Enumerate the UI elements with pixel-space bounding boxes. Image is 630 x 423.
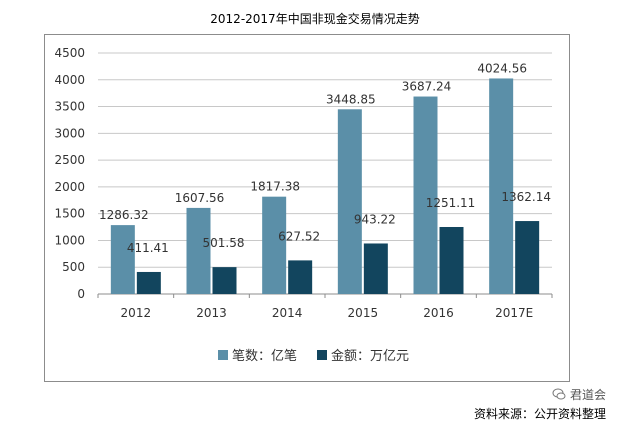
data-label-amount: 1362.14 — [501, 190, 551, 204]
bar-transactions — [413, 96, 438, 294]
data-label-transactions: 1607.56 — [175, 191, 225, 205]
x-tick-label: 2016 — [423, 306, 454, 320]
y-tick-label: 1000 — [54, 233, 85, 247]
legend-label: 金额：万亿元 — [331, 348, 409, 364]
data-label-amount: 411.41 — [127, 241, 169, 255]
y-tick-label: 1500 — [54, 207, 85, 221]
x-tick-label: 2014 — [272, 306, 303, 320]
y-tick-label: 4000 — [54, 73, 85, 87]
watermark-text: 君道会 — [570, 388, 607, 402]
data-label-transactions: 3687.24 — [402, 80, 452, 94]
legend-label: 笔数：亿笔 — [232, 348, 297, 364]
data-label-transactions: 4024.56 — [477, 61, 527, 75]
bar-amount — [363, 243, 388, 294]
data-label-amount: 501.58 — [203, 236, 245, 250]
bar-amount — [515, 221, 540, 294]
watermark: 君道会 — [552, 386, 606, 403]
bar-amount — [288, 260, 313, 294]
bar-transactions — [337, 109, 362, 294]
bar-transactions — [262, 196, 287, 294]
y-tick-label: 2000 — [54, 180, 85, 194]
chart-frame — [44, 34, 570, 382]
data-label-amount: 943.22 — [354, 212, 396, 226]
data-label-transactions: 1817.38 — [250, 180, 300, 194]
bar-transactions — [110, 225, 135, 294]
source-note: 资料来源：公开资料整理 — [474, 407, 607, 421]
x-tick-label: 2017E — [495, 306, 533, 320]
x-tick-label: 2015 — [348, 306, 379, 320]
legend-swatch — [317, 350, 327, 360]
data-label-transactions: 1286.32 — [99, 208, 149, 222]
y-tick-label: 3000 — [54, 126, 85, 140]
y-tick-label: 3500 — [54, 100, 85, 114]
x-tick-label: 2012 — [121, 306, 152, 320]
bar-amount — [136, 271, 161, 294]
y-tick-label: 4500 — [54, 46, 85, 60]
x-tick-label: 2013 — [196, 306, 227, 320]
y-tick-label: 0 — [77, 287, 85, 301]
data-label-transactions: 3448.85 — [326, 92, 376, 106]
chart-title: 2012-2017年中国非现金交易情况走势 — [210, 12, 420, 26]
y-tick-label: 500 — [62, 260, 85, 274]
wechat-logo-icon — [552, 388, 566, 400]
bar-amount — [439, 226, 464, 294]
legend-swatch — [218, 350, 228, 360]
bar-amount — [212, 267, 237, 294]
data-label-amount: 627.52 — [278, 229, 320, 243]
bar-transactions — [186, 207, 211, 294]
data-label-amount: 1251.11 — [426, 196, 476, 210]
y-tick-label: 2500 — [54, 153, 85, 167]
bar-transactions — [489, 78, 514, 294]
